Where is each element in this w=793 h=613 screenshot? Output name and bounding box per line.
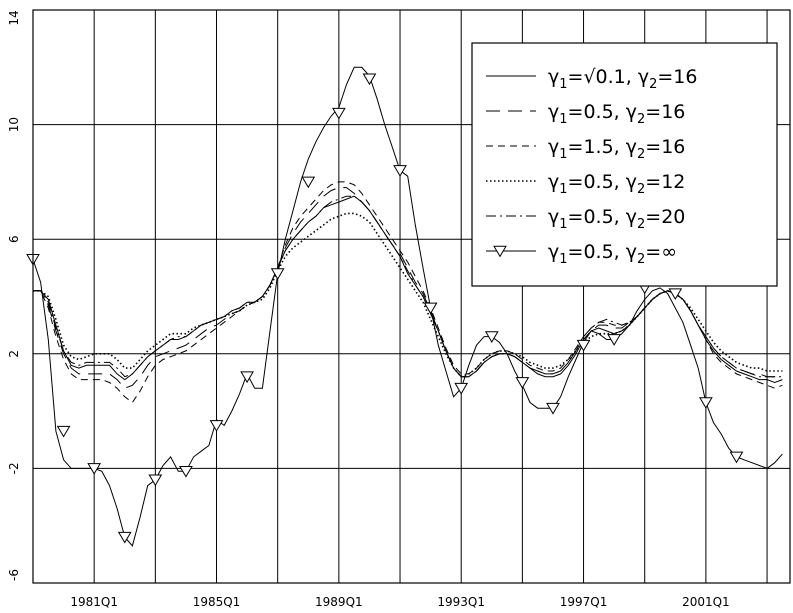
series-marker — [148, 474, 163, 487]
legend-text-part: γ — [638, 66, 649, 88]
series-marker — [117, 531, 132, 544]
series-marker — [729, 451, 744, 464]
legend-subscript: 1 — [559, 217, 567, 232]
legend-text-part: γ — [626, 171, 637, 193]
legend-text-part: γ — [626, 241, 637, 263]
x-tick-label: 1997Q1 — [560, 595, 608, 609]
legend-label: γ1=0.5, γ2=20 — [548, 206, 685, 232]
legend-text-part: γ — [548, 171, 559, 193]
series-marker — [393, 165, 407, 177]
y-tick-label: 10 — [7, 117, 21, 132]
legend-text-part: γ — [548, 241, 559, 263]
legend-text-part: =1.5, — [568, 136, 626, 158]
series-marker — [240, 371, 254, 384]
series-marker — [209, 420, 224, 432]
series-marker — [87, 463, 102, 475]
legend-text-part: γ — [548, 206, 559, 228]
series-marker — [331, 107, 346, 120]
legend-text-part: =16 — [657, 66, 697, 88]
legend-subscript: 1 — [559, 147, 567, 162]
x-tick-label: 2001Q1 — [682, 595, 730, 609]
x-tick-label: 1985Q1 — [193, 595, 241, 609]
plot-frame — [32, 9, 791, 584]
legend-text-part: γ — [548, 66, 559, 88]
legend-text-part: γ — [548, 136, 559, 158]
series-5 — [33, 195, 783, 378]
series-marker — [362, 73, 377, 86]
series-marker — [56, 425, 71, 438]
legend-subscript: 2 — [637, 217, 645, 232]
series-line — [33, 195, 783, 378]
legend-subscript: 2 — [637, 252, 645, 267]
legend-box — [471, 42, 778, 287]
legend-subscript: 2 — [637, 147, 645, 162]
legend-text-part: γ — [626, 136, 637, 158]
legend-text-part: γ — [548, 101, 559, 123]
legend-text-part: γ — [626, 101, 637, 123]
legend-subscript: 1 — [559, 77, 567, 92]
legend-marker — [493, 245, 507, 258]
legend-subscript: 1 — [559, 252, 567, 267]
legend-subscript: 1 — [559, 112, 567, 127]
y-tick-label: -6 — [7, 569, 21, 581]
legend-text-part: =20 — [645, 206, 685, 228]
series-marker — [179, 465, 193, 478]
y-tick-label: 14 — [7, 10, 21, 25]
legend-text-part: =0.5, — [568, 206, 626, 228]
legend-label: γ1=√0.1, γ2=16 — [548, 66, 698, 92]
legend-subscript: 1 — [559, 182, 567, 197]
x-tick-label: 1993Q1 — [437, 595, 485, 609]
legend-text-part: =12 — [645, 171, 685, 193]
legend-text-part: =∞ — [645, 241, 677, 263]
series-marker — [607, 334, 622, 346]
series-6 — [26, 66, 783, 547]
series-marker — [484, 331, 499, 343]
legend-text-part: =16 — [645, 101, 685, 123]
legend-label: γ1=0.5, γ2=16 — [548, 101, 685, 127]
legend-text-part: γ — [626, 206, 637, 228]
series-marker — [699, 397, 713, 409]
legend-text-part: =0.5, — [568, 241, 626, 263]
series-marker — [270, 268, 285, 280]
y-tick-label: 6 — [7, 235, 21, 243]
legend-label: γ1=1.5, γ2=16 — [548, 136, 685, 162]
x-tick-label: 1981Q1 — [70, 595, 118, 609]
legend-text-part: =0.5, — [568, 171, 626, 193]
legend-subscript: 2 — [637, 112, 645, 127]
series-layer — [26, 66, 783, 547]
series-marker — [668, 288, 683, 301]
x-tick-label: 1989Q1 — [315, 595, 363, 609]
legend-text-part: =0.5, — [568, 101, 626, 123]
legend-subscript: 2 — [637, 182, 645, 197]
series-marker — [576, 339, 591, 352]
tick-labels: 1981Q1 1985Q1 1989Q1 1993Q1 1997Q1 2001Q1 -6 -2… — [7, 10, 730, 609]
series-4 — [33, 212, 783, 378]
legend-text-part: =√0.1, — [568, 66, 638, 88]
series-marker — [454, 382, 469, 395]
y-tick-label: 2 — [7, 350, 21, 358]
legend-label: γ1=0.5, γ2=∞ — [548, 241, 677, 267]
y-tick-label: -2 — [7, 462, 21, 474]
series-marker — [546, 402, 560, 415]
series-line — [33, 212, 783, 378]
legend-text-part: =16 — [645, 136, 685, 158]
series-marker — [301, 176, 316, 189]
series-marker — [423, 302, 438, 315]
legend-label: γ1=0.5, γ2=12 — [548, 171, 685, 197]
series-marker — [515, 377, 530, 389]
legend-subscript: 2 — [649, 77, 657, 92]
